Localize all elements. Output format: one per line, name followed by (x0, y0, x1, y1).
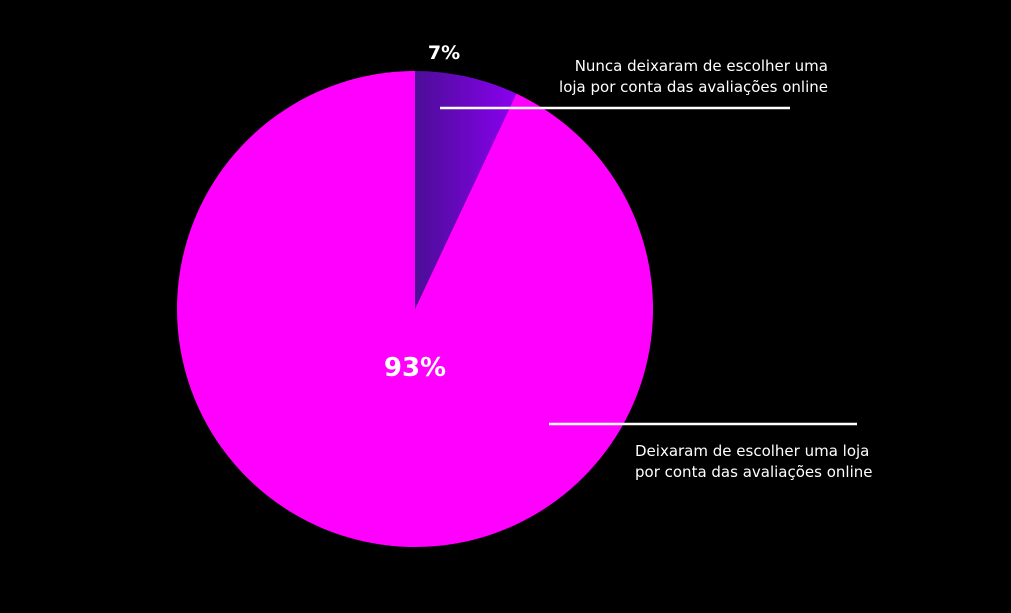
pie-slice-1 (415, 71, 517, 309)
slice-description-line: por conta das avaliações online (635, 463, 872, 481)
slice-description-line: Nunca deixaram de escolher uma (575, 57, 828, 75)
slice-description-line: Deixaram de escolher uma loja (635, 442, 869, 460)
slice-description-line: loja por conta das avaliações online (559, 78, 828, 96)
slice-value-label-2: 93% (384, 353, 446, 383)
slice-value-label-1: 7% (428, 42, 460, 64)
slice-description-1: Nunca deixaram de escolher uma loja por c… (559, 57, 828, 96)
slice-description-2: Deixaram de escolher uma loja por conta d… (635, 442, 872, 481)
pie-slice-2 (177, 71, 654, 547)
